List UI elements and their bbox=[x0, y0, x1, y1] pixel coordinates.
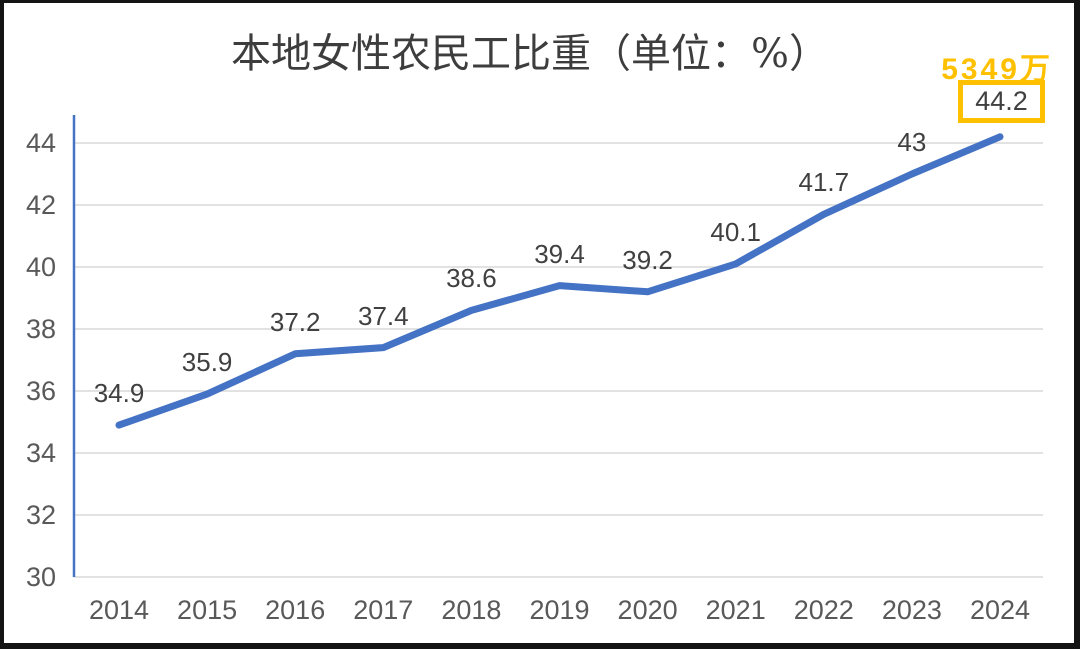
highlighted-value-box: 44.2 bbox=[958, 80, 1045, 123]
y-axis-tick-label: 30 bbox=[25, 561, 56, 592]
y-axis-tick-label: 38 bbox=[25, 313, 56, 344]
x-axis-tick-label: 2018 bbox=[441, 594, 502, 625]
data-point-label: 34.9 bbox=[93, 378, 145, 409]
x-axis-tick-label: 2014 bbox=[88, 594, 150, 625]
data-point-label: 43 bbox=[897, 127, 927, 157]
highlighted-data-label: 44.2 bbox=[975, 86, 1028, 116]
x-axis-tick-label: 2023 bbox=[881, 594, 942, 625]
x-axis-tick-label: 2020 bbox=[617, 594, 678, 625]
data-point-label: 41.7 bbox=[798, 167, 850, 198]
data-point-label: 35.9 bbox=[181, 347, 233, 378]
x-axis-tick-label: 2024 bbox=[969, 594, 1031, 625]
data-point-label: 38.6 bbox=[446, 263, 497, 294]
x-axis-tick-label: 2019 bbox=[529, 594, 590, 625]
x-axis-tick-label: 2017 bbox=[353, 594, 414, 625]
y-axis-tick-label: 32 bbox=[25, 499, 56, 530]
y-axis-tick-label: 34 bbox=[25, 437, 56, 468]
data-point-label: 39.2 bbox=[622, 244, 673, 275]
chart-title: 本地女性农民工比重（单位：%） bbox=[230, 31, 829, 77]
line-chart-plot bbox=[72, 115, 1043, 578]
y-axis-tick-label: 36 bbox=[25, 375, 56, 406]
x-axis-tick-label: 2016 bbox=[265, 594, 326, 625]
x-axis-tick-label: 2021 bbox=[705, 594, 766, 625]
x-axis-tick-label: 2022 bbox=[793, 594, 854, 625]
y-axis-tick-label: 42 bbox=[25, 189, 56, 220]
x-axis-tick-label: 2015 bbox=[177, 594, 238, 625]
y-axis-tick-label: 40 bbox=[25, 251, 56, 282]
data-point-label: 39.4 bbox=[534, 238, 585, 269]
data-point-label: 40.1 bbox=[710, 216, 761, 247]
data-point-label: 37.4 bbox=[357, 300, 409, 331]
data-series-line bbox=[115, 133, 1004, 429]
data-point-label: 37.2 bbox=[269, 306, 321, 337]
chart-frame: 本地女性农民工比重（单位：%） 5349万 44.2 30 32 34 36 38 40 4… bbox=[4, 3, 1074, 643]
y-axis-tick-label: 44 bbox=[25, 127, 56, 158]
